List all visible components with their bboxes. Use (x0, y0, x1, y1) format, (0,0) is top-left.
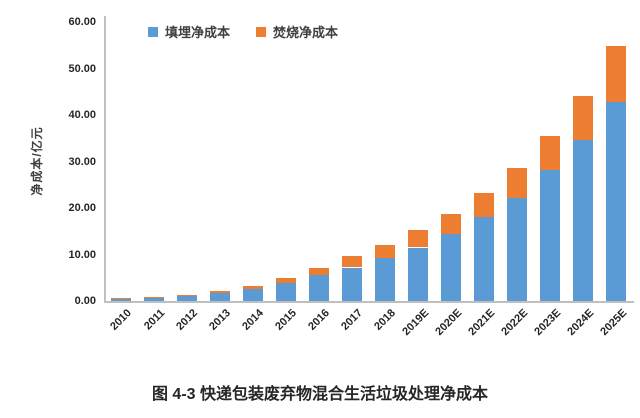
y-tick-label: 40.00 (68, 109, 96, 121)
x-tick-label: 2017 (339, 307, 365, 333)
x-tick-label: 2020E (433, 307, 464, 338)
bar-segment-incineration (275, 278, 296, 283)
legend-item: 填埋净成本 (148, 22, 230, 41)
legend-swatch-icon (148, 26, 158, 37)
x-tick-label: 2016 (306, 307, 332, 333)
bar-segment-landfill (143, 297, 164, 301)
bar-segment-incineration (473, 192, 494, 218)
x-tick-label: 2013 (207, 307, 233, 333)
figure-caption: 图 4-3 快递包装废弃物混合生活垃圾处理净成本 (151, 386, 489, 403)
bar-segment-incineration (539, 135, 560, 170)
y-tick-label: 50.00 (68, 62, 96, 75)
bar-segment-landfill (275, 282, 296, 301)
bar-segment-incineration (242, 286, 263, 290)
bar-segment-incineration (374, 244, 395, 259)
chart-legend: 填埋净成本 焚烧净成本 (148, 22, 338, 41)
bar-segment-landfill (605, 102, 626, 301)
bar-segment-incineration (308, 267, 329, 275)
bar-segment-landfill (473, 217, 494, 301)
x-tick-label: 2011 (141, 307, 167, 333)
bar-segment-landfill (176, 295, 197, 301)
y-axis-line (104, 16, 106, 301)
bar-segment-incineration (407, 230, 428, 248)
bar-segment-incineration (110, 298, 131, 300)
x-tick-label: 2023E (532, 307, 563, 338)
bar-segment-landfill (572, 139, 593, 301)
legend-item: 焚烧净成本 (256, 22, 338, 41)
x-tick-label: 2022E (499, 307, 530, 338)
x-tick-label: 2014 (240, 307, 266, 333)
bar-segment-incineration (341, 255, 362, 268)
bar-segment-landfill (209, 292, 230, 301)
y-tick-label: 30.00 (68, 155, 96, 168)
x-tick-label: 2021E (466, 307, 497, 338)
bar-segment-landfill (407, 247, 428, 301)
bar-segment-landfill (539, 169, 560, 301)
x-tick-label: 2015 (273, 307, 299, 333)
x-tick-label: 2019E (400, 307, 431, 338)
x-tick-label: 2018 (372, 307, 398, 333)
bar-segment-landfill (374, 258, 395, 301)
y-tick-label: 20.00 (68, 202, 96, 214)
legend-label: 焚烧净成本 (273, 25, 339, 40)
y-tick-label: 0.00 (74, 295, 96, 307)
bar-segment-landfill (341, 267, 362, 301)
x-tick-label: 2025E (598, 307, 629, 338)
bar-segment-landfill (308, 275, 329, 301)
bar-segment-incineration (506, 168, 527, 198)
legend-label: 填埋净成本 (165, 25, 231, 40)
x-tick-label: 2012 (174, 307, 200, 333)
x-tick-label: 2024E (565, 307, 596, 338)
x-tick-label: 2010 (108, 307, 134, 333)
y-tick-label: 10.00 (68, 248, 96, 261)
bar-segment-incineration (209, 290, 230, 293)
bar-segment-landfill (506, 197, 527, 301)
bar-segment-incineration (143, 296, 164, 298)
legend-swatch-icon (256, 26, 267, 37)
x-axis-line (104, 301, 634, 303)
bar-segment-incineration (572, 95, 593, 140)
bar-segment-landfill (242, 289, 263, 301)
bar-segment-landfill (440, 234, 461, 301)
y-tick-label: 60.00 (68, 16, 96, 28)
bar-segment-incineration (440, 213, 461, 235)
bar-segment-incineration (176, 294, 197, 296)
bar-segment-landfill (110, 298, 131, 301)
bar-segment-incineration (605, 46, 626, 103)
